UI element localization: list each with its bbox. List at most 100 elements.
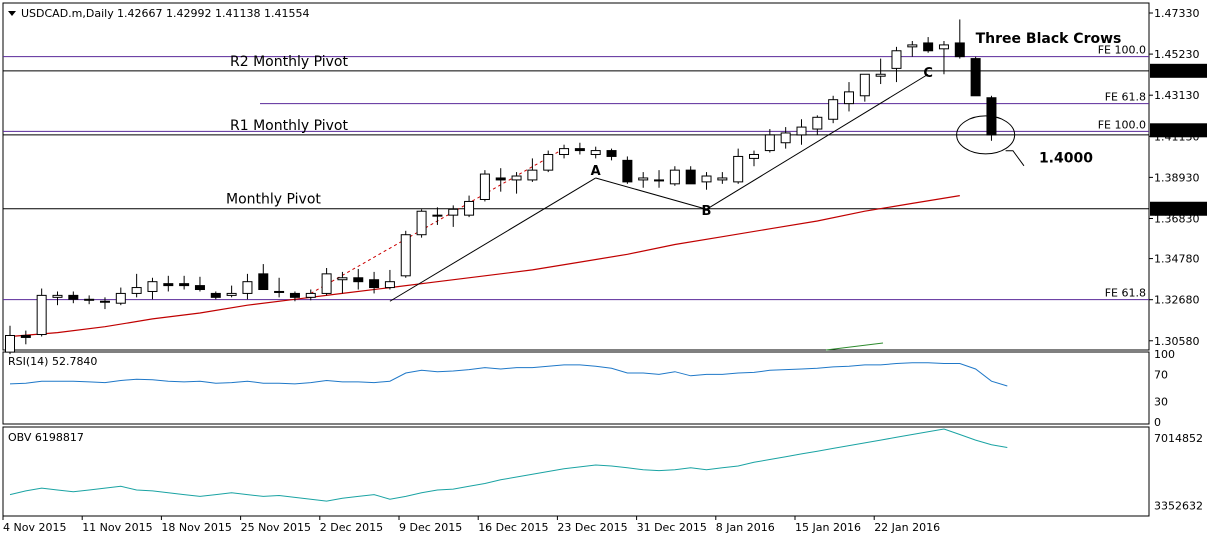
highlight-ellipse — [956, 115, 1016, 155]
bull-candle — [938, 44, 949, 50]
rsi-axis-label: 100 — [1154, 348, 1175, 361]
bull-candle — [448, 208, 459, 216]
price-tick-label: 1.47330 — [1154, 7, 1200, 20]
bull-candle — [590, 150, 601, 155]
obv-title: OBV 6198817 — [8, 431, 84, 444]
annotation-label: C — [923, 66, 933, 81]
trendline — [389, 177, 596, 302]
bull-candle — [891, 50, 902, 69]
date-tick-label: 31 Dec 2015 — [637, 521, 707, 534]
bear-candle — [369, 279, 380, 289]
trendline — [595, 177, 707, 210]
date-tick-label: 15 Jan 2016 — [795, 521, 861, 534]
indicator-fragment-line — [825, 342, 884, 351]
date-tick-label: 23 Dec 2015 — [557, 521, 627, 534]
price-tick-label: 1.43130 — [1154, 89, 1200, 102]
price-tag-label: 1.41336 — [1154, 124, 1200, 137]
date-tick-label: 4 Nov 2015 — [3, 521, 66, 534]
bear-candle — [574, 148, 585, 152]
trendline — [706, 73, 929, 210]
bear-candle — [353, 277, 364, 283]
price-tick-label: 1.34780 — [1154, 253, 1200, 266]
bull-candle — [400, 234, 411, 277]
price-panel[interactable] — [2, 2, 1150, 351]
bull-candle — [5, 334, 15, 353]
date-tick-label: 11 Nov 2015 — [82, 521, 152, 534]
fib-level-label: FE 61.8 — [1105, 91, 1146, 104]
annotation-label: 1.4000 — [1039, 150, 1093, 166]
bull-candle — [511, 175, 522, 181]
fib-level-label: FE 100.0 — [1098, 118, 1146, 131]
bull-candle — [321, 273, 332, 294]
bull-candle — [749, 153, 760, 159]
price-tick-label: 1.32680 — [1154, 294, 1200, 307]
bull-candle — [84, 298, 95, 301]
obv-axis-label: 3352632 — [1154, 500, 1203, 513]
date-tick-label: 18 Nov 2015 — [161, 521, 231, 534]
obv-axis-label: 7014852 — [1154, 432, 1203, 445]
bull-candle — [796, 126, 807, 136]
bull-candle — [543, 153, 554, 171]
price-tick-label: 1.30580 — [1154, 335, 1200, 348]
bull-candle — [828, 99, 839, 120]
date-tick-label: 16 Dec 2015 — [478, 521, 548, 534]
rsi-line — [9, 362, 1008, 387]
pivot-level-label: Monthly Pivot — [226, 192, 321, 208]
price-tag — [1150, 123, 1207, 138]
bull-candle — [638, 177, 649, 181]
bear-candle — [210, 292, 221, 298]
bear-candle — [68, 294, 79, 300]
bull-candle — [559, 148, 570, 155]
rsi-axis-label: 70 — [1154, 368, 1168, 381]
bull-candle — [479, 173, 490, 200]
bull-candle — [147, 281, 158, 292]
bull-candle — [843, 91, 854, 105]
bull-candle — [812, 116, 823, 130]
bull-candle — [226, 292, 237, 296]
rsi-panel[interactable] — [2, 351, 1150, 425]
bear-candle — [258, 273, 269, 291]
bear-candle — [606, 150, 617, 157]
symbol-label: USDCAD.m,Daily — [21, 7, 114, 20]
bull-candle — [52, 294, 63, 298]
bull-candle — [764, 134, 775, 152]
moving-average-line — [9, 195, 960, 338]
bear-candle — [179, 283, 190, 287]
dropdown-arrow-icon[interactable] — [8, 11, 16, 16]
date-tick-label: 22 Jan 2016 — [874, 521, 940, 534]
price-tick-label: 1.41130 — [1154, 130, 1200, 143]
annotation-label: Three Black Crows — [976, 31, 1122, 47]
rsi-axis-label: 0 — [1154, 416, 1161, 429]
bear-candle — [685, 169, 696, 185]
annotation-label: A — [591, 164, 601, 179]
bull-candle — [337, 277, 348, 281]
bull-candle — [131, 287, 142, 294]
bull-candle — [432, 214, 443, 217]
bear-candle — [495, 177, 506, 181]
bull-candle — [464, 200, 475, 216]
date-tick-label: 9 Dec 2015 — [399, 521, 462, 534]
bull-candle — [733, 155, 744, 183]
price-tick-label: 1.38930 — [1154, 171, 1200, 184]
price-tag — [1150, 201, 1207, 216]
bull-candle — [701, 175, 712, 183]
bull-candle — [99, 300, 110, 303]
bull-candle — [780, 132, 791, 144]
annotation-label: B — [702, 204, 712, 219]
bear-candle — [970, 58, 981, 97]
price-tick-label: 1.45230 — [1154, 48, 1200, 61]
bull-candle — [669, 169, 680, 185]
bull-candle — [527, 169, 538, 181]
bear-candle — [163, 283, 174, 287]
bull-candle — [36, 294, 47, 336]
bull-candle — [416, 210, 427, 236]
price-tag — [1150, 63, 1207, 78]
obv-panel[interactable] — [2, 426, 1150, 517]
bear-candle — [289, 292, 300, 298]
bear-candle — [923, 42, 934, 52]
bull-candle — [384, 281, 395, 289]
price-tag-label: 1.44376 — [1154, 65, 1200, 78]
bull-candle — [907, 44, 918, 48]
obv-line — [9, 428, 1008, 502]
